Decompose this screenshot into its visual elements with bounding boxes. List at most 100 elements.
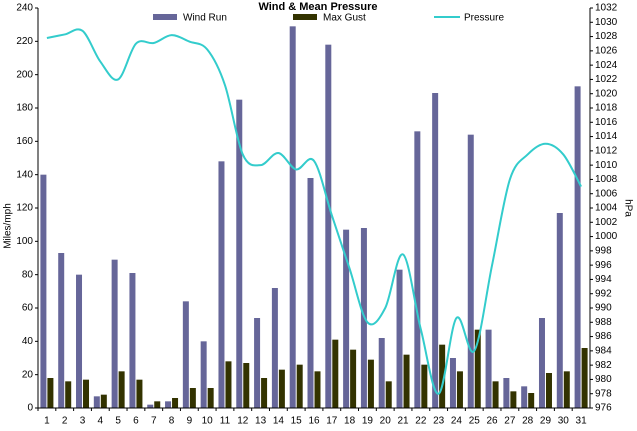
x-tick-label: 28 [522, 416, 534, 427]
bar [563, 371, 570, 408]
y2-tick-label: 1006 [595, 188, 618, 199]
x-tick-label: 2 [62, 416, 68, 427]
bar [432, 93, 439, 408]
bar [278, 369, 285, 408]
x-tick-label: 13 [255, 416, 267, 427]
x-tick-label: 30 [558, 416, 570, 427]
y2-tick-label: 988 [595, 317, 612, 328]
y-tick-label: 60 [22, 303, 34, 314]
bar [556, 213, 563, 408]
bar [243, 363, 250, 408]
x-tick-label: 24 [451, 416, 463, 427]
x-tick-label: 25 [469, 416, 481, 427]
bar [521, 386, 528, 408]
bar [136, 379, 143, 408]
y2-tick-label: 980 [595, 374, 612, 385]
y2-tick-label: 1002 [595, 217, 618, 228]
bar [528, 393, 535, 408]
bar [172, 398, 179, 408]
bar [189, 388, 196, 408]
bar [510, 391, 517, 408]
bar [378, 338, 385, 408]
y2-tick-label: 976 [595, 403, 612, 414]
bar [343, 229, 350, 408]
y-tick-label: 160 [16, 136, 33, 147]
x-tick-label: 29 [540, 416, 552, 427]
bar [254, 318, 261, 408]
y2-tick-label: 996 [595, 260, 612, 271]
y-tick-label: 0 [27, 403, 33, 414]
x-tick-label: 16 [308, 416, 320, 427]
bar [271, 288, 278, 408]
x-tick-label: 3 [80, 416, 86, 427]
y-tick-label: 200 [16, 69, 33, 80]
y2-tick-label: 1030 [595, 17, 618, 28]
bar [47, 378, 54, 408]
bar [307, 178, 314, 408]
y-axis-label: Miles/mph [3, 203, 14, 249]
y2-tick-label: 1024 [595, 60, 618, 71]
x-tick-label: 1 [44, 416, 50, 427]
y2-tick-label: 986 [595, 331, 612, 342]
x-tick-label: 31 [576, 416, 588, 427]
x-tick-label: 8 [169, 416, 175, 427]
y2-tick-label: 1010 [595, 160, 618, 171]
pressure-line [46, 28, 582, 395]
bar [332, 339, 339, 408]
y2-tick-label: 994 [595, 274, 612, 285]
legend-swatch [293, 14, 317, 20]
x-tick-label: 26 [487, 416, 499, 427]
y2-tick-label: 1014 [595, 131, 618, 142]
bar [350, 349, 357, 408]
bar [456, 371, 463, 408]
x-tick-label: 4 [98, 416, 104, 427]
bar [218, 161, 225, 408]
bar [65, 381, 72, 408]
y2-tick-label: 1020 [595, 88, 618, 99]
bar [414, 131, 421, 409]
bar [93, 396, 100, 408]
x-tick-label: 11 [220, 416, 231, 427]
bar [289, 26, 296, 408]
bar [154, 401, 161, 408]
legend-swatch [153, 14, 177, 20]
bar [58, 253, 65, 408]
bar [403, 354, 410, 408]
bar [261, 378, 268, 408]
x-tick-label: 27 [504, 416, 516, 427]
bar [182, 301, 189, 408]
x-tick-label: 18 [344, 416, 356, 427]
bar [485, 329, 492, 408]
bar [538, 318, 545, 408]
bar [367, 359, 374, 408]
bar [421, 364, 428, 408]
bar [385, 381, 392, 408]
bar [100, 394, 107, 408]
bar [492, 381, 499, 408]
y2-tick-label: 982 [595, 360, 612, 371]
bar [207, 388, 214, 408]
y2-tick-label: 1026 [595, 45, 618, 56]
bar [165, 401, 172, 408]
bar [236, 99, 243, 409]
bar [545, 373, 552, 408]
y2-tick-label: 1008 [595, 174, 618, 185]
bar [503, 378, 510, 408]
bar [449, 358, 456, 408]
bar [574, 86, 581, 408]
x-tick-label: 23 [433, 416, 445, 427]
x-tick-label: 20 [380, 416, 392, 427]
y2-tick-label: 1028 [595, 31, 618, 42]
x-tick-label: 7 [151, 416, 157, 427]
bar [76, 274, 83, 408]
y2-axis-label: hPa [622, 199, 633, 217]
x-tick-label: 22 [415, 416, 427, 427]
chart-title: Wind & Mean Pressure [258, 1, 377, 13]
y2-tick-label: 1022 [595, 74, 618, 85]
bar [396, 269, 403, 408]
y-tick-label: 240 [16, 3, 33, 14]
y2-tick-label: 1004 [595, 203, 618, 214]
x-tick-label: 14 [273, 416, 285, 427]
bar [118, 371, 125, 408]
